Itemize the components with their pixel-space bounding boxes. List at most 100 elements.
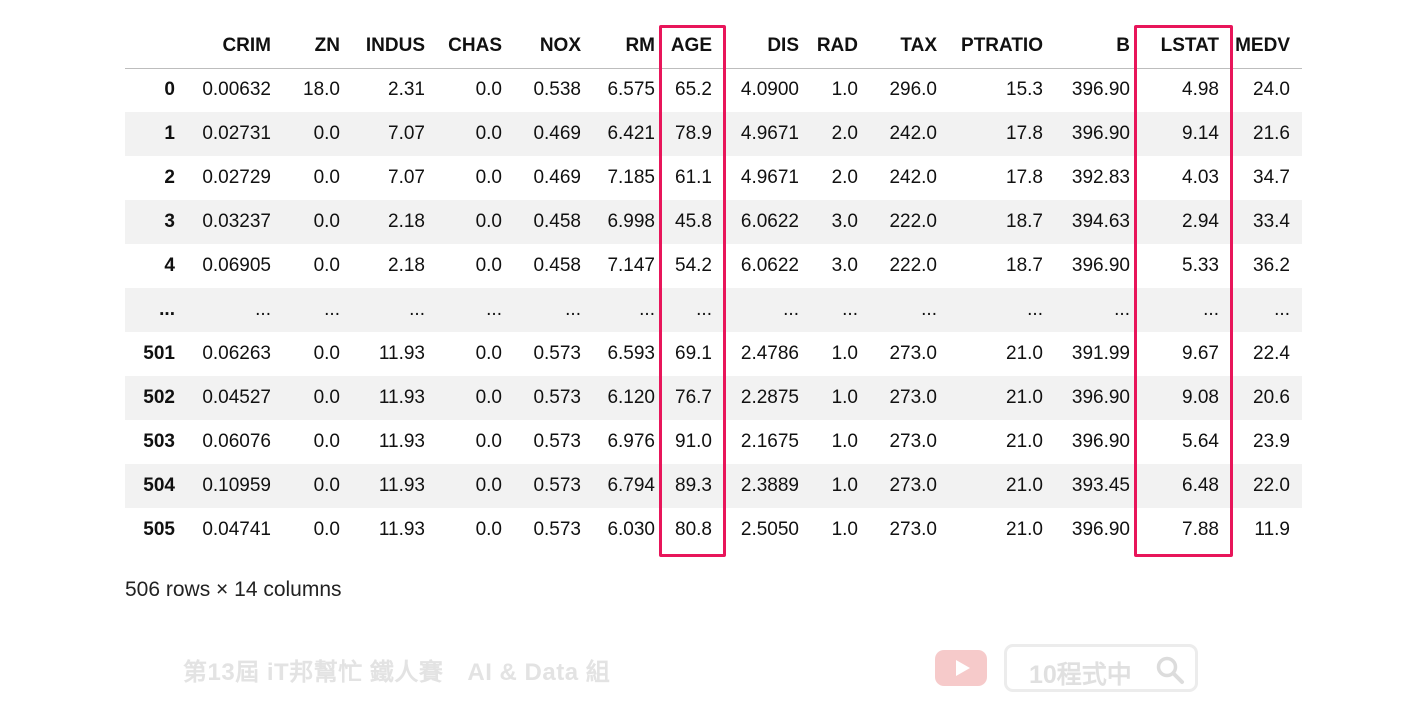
table-cell: 273.0	[889, 343, 937, 364]
table-cell: 7.07	[388, 123, 425, 144]
table-cell: 20.6	[1253, 387, 1290, 408]
table-cell: 0.0	[313, 123, 340, 144]
table-cell: 6.0622	[740, 211, 799, 232]
table-cell: 2.94	[1182, 211, 1219, 232]
table-cell: 9.08	[1182, 387, 1219, 408]
table-header: CRIM ZN INDUS CHAS NOX RM AGE DIS RAD TAX PTRATIO B…	[125, 24, 1302, 69]
table-cell: 3.0	[831, 211, 858, 232]
row-index: 3	[164, 211, 175, 232]
table-cell: 0.0	[475, 255, 502, 276]
table-cell: ...	[409, 299, 425, 320]
table-cell: 273.0	[889, 431, 937, 452]
row-index: 503	[143, 431, 175, 452]
table-cell: ...	[783, 299, 799, 320]
table-cell: 9.67	[1182, 343, 1219, 364]
table-cell: 2.2875	[740, 387, 799, 408]
table-cell: 296.0	[889, 79, 937, 101]
table-cell: 0.03237	[202, 211, 271, 232]
table-cell: 4.03	[1182, 167, 1219, 188]
table-cell: 0.573	[533, 343, 581, 364]
channel-search-watermark: 10程式中	[1004, 644, 1198, 692]
table-cell: 242.0	[889, 167, 937, 188]
table-row: ........................................…	[125, 288, 1302, 332]
table-row: 502 0.04527 0.0 11.93 0.0 0.573 6.120 76.7 2.287…	[125, 376, 1302, 420]
table-cell: 0.0	[475, 123, 502, 144]
table-cell: 1.0	[831, 343, 858, 364]
table-cell: 1.0	[831, 519, 858, 540]
table-cell: 0.0	[313, 343, 340, 364]
column-header-rm: RM	[593, 24, 667, 69]
table-cell: 0.0	[313, 255, 340, 276]
table-cell: 11.93	[378, 519, 425, 540]
table-cell: 76.7	[675, 387, 712, 408]
table-cell: 0.0	[475, 211, 502, 232]
table-cell: 6.575	[607, 79, 655, 101]
table-cell: 61.1	[675, 167, 712, 188]
table-cell: 0.02731	[202, 123, 271, 144]
table-cell: 11.9	[1254, 519, 1290, 540]
table-cell: 4.0900	[740, 79, 799, 101]
row-index: 504	[143, 475, 175, 496]
table-row: 505 0.04741 0.0 11.93 0.0 0.573 6.030 80.8 2.505…	[125, 508, 1302, 552]
table-cell: 4.9671	[740, 123, 799, 144]
table-cell: 21.0	[1006, 387, 1043, 408]
table-cell: 6.120	[607, 387, 655, 408]
table-cell: 2.0	[831, 167, 858, 188]
row-index: 501	[143, 343, 175, 364]
youtube-play-icon	[935, 650, 987, 686]
table-row: 3 0.03237 0.0 2.18 0.0 0.458 6.998 45.8 6.0622 3.…	[125, 200, 1302, 244]
table-cell: 0.06905	[202, 255, 271, 276]
table-cell: 91.0	[675, 431, 712, 452]
table-row: 501 0.06263 0.0 11.93 0.0 0.573 6.593 69.1 2.478…	[125, 332, 1302, 376]
table-cell: 2.5050	[740, 519, 799, 540]
table-cell: 89.3	[675, 475, 712, 496]
table-cell: 2.31	[388, 79, 425, 101]
column-header-b: B	[1055, 24, 1142, 69]
table-cell: 273.0	[889, 519, 937, 540]
table-cell: 273.0	[889, 387, 937, 408]
table-cell: 6.794	[607, 475, 655, 496]
table-cell: 21.0	[1006, 431, 1043, 452]
dataframe-shape-caption: 506 rows × 14 columns	[125, 578, 342, 601]
table-cell: 6.998	[607, 211, 655, 232]
table-body: 0 0.00632 18.0 2.31 0.0 0.538 6.575 65.2 4.0900 1…	[125, 68, 1302, 552]
table-row: 2 0.02729 0.0 7.07 0.0 0.469 7.185 61.1 4.9671 2.…	[125, 156, 1302, 200]
table-cell: ...	[921, 299, 937, 320]
table-cell: ...	[1203, 299, 1219, 320]
table-cell: 6.976	[607, 431, 655, 452]
table-cell: 273.0	[889, 475, 937, 496]
table-cell: 0.573	[533, 387, 581, 408]
table-cell: 0.573	[533, 519, 581, 540]
table-cell: 2.3889	[740, 475, 799, 496]
table-cell: ...	[639, 299, 655, 320]
table-cell: 0.0	[475, 519, 502, 540]
table-cell: 80.8	[675, 519, 712, 540]
column-header-age: AGE	[667, 24, 724, 69]
table-cell: 45.8	[675, 211, 712, 232]
table-cell: 15.3	[1006, 79, 1043, 101]
watermark-group-text: AI & Data 組	[467, 659, 611, 686]
table-cell: 65.2	[675, 79, 712, 101]
table-cell: 0.06076	[202, 431, 271, 452]
row-index: 1	[164, 123, 175, 144]
column-header-tax: TAX	[870, 24, 949, 69]
table-cell: ...	[324, 299, 340, 320]
table-row: 503 0.06076 0.0 11.93 0.0 0.573 6.976 91.0 2.167…	[125, 420, 1302, 464]
table-cell: 2.18	[388, 211, 425, 232]
column-header-zn: ZN	[283, 24, 352, 69]
table-cell: 1.0	[831, 475, 858, 496]
table-cell: 21.0	[1006, 343, 1043, 364]
column-header-dis: DIS	[724, 24, 811, 69]
table-cell: ...	[255, 299, 271, 320]
table-cell: 6.48	[1182, 475, 1219, 496]
table-cell: 2.18	[388, 255, 425, 276]
table-cell: 6.030	[607, 519, 655, 540]
table-row: 1 0.02731 0.0 7.07 0.0 0.469 6.421 78.9 4.9671 2.…	[125, 112, 1302, 156]
table-cell: ...	[1114, 299, 1130, 320]
table-cell: 0.0	[475, 167, 502, 188]
table-cell: 24.0	[1253, 79, 1290, 101]
table-cell: 392.83	[1071, 167, 1130, 188]
table-cell: ...	[486, 299, 502, 320]
table-cell: 4.9671	[740, 167, 799, 188]
table-cell: 396.90	[1071, 387, 1130, 408]
